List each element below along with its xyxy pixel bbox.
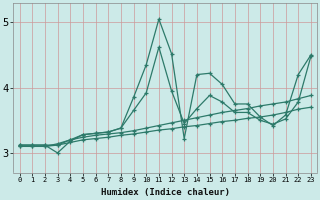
- X-axis label: Humidex (Indice chaleur): Humidex (Indice chaleur): [101, 188, 230, 197]
